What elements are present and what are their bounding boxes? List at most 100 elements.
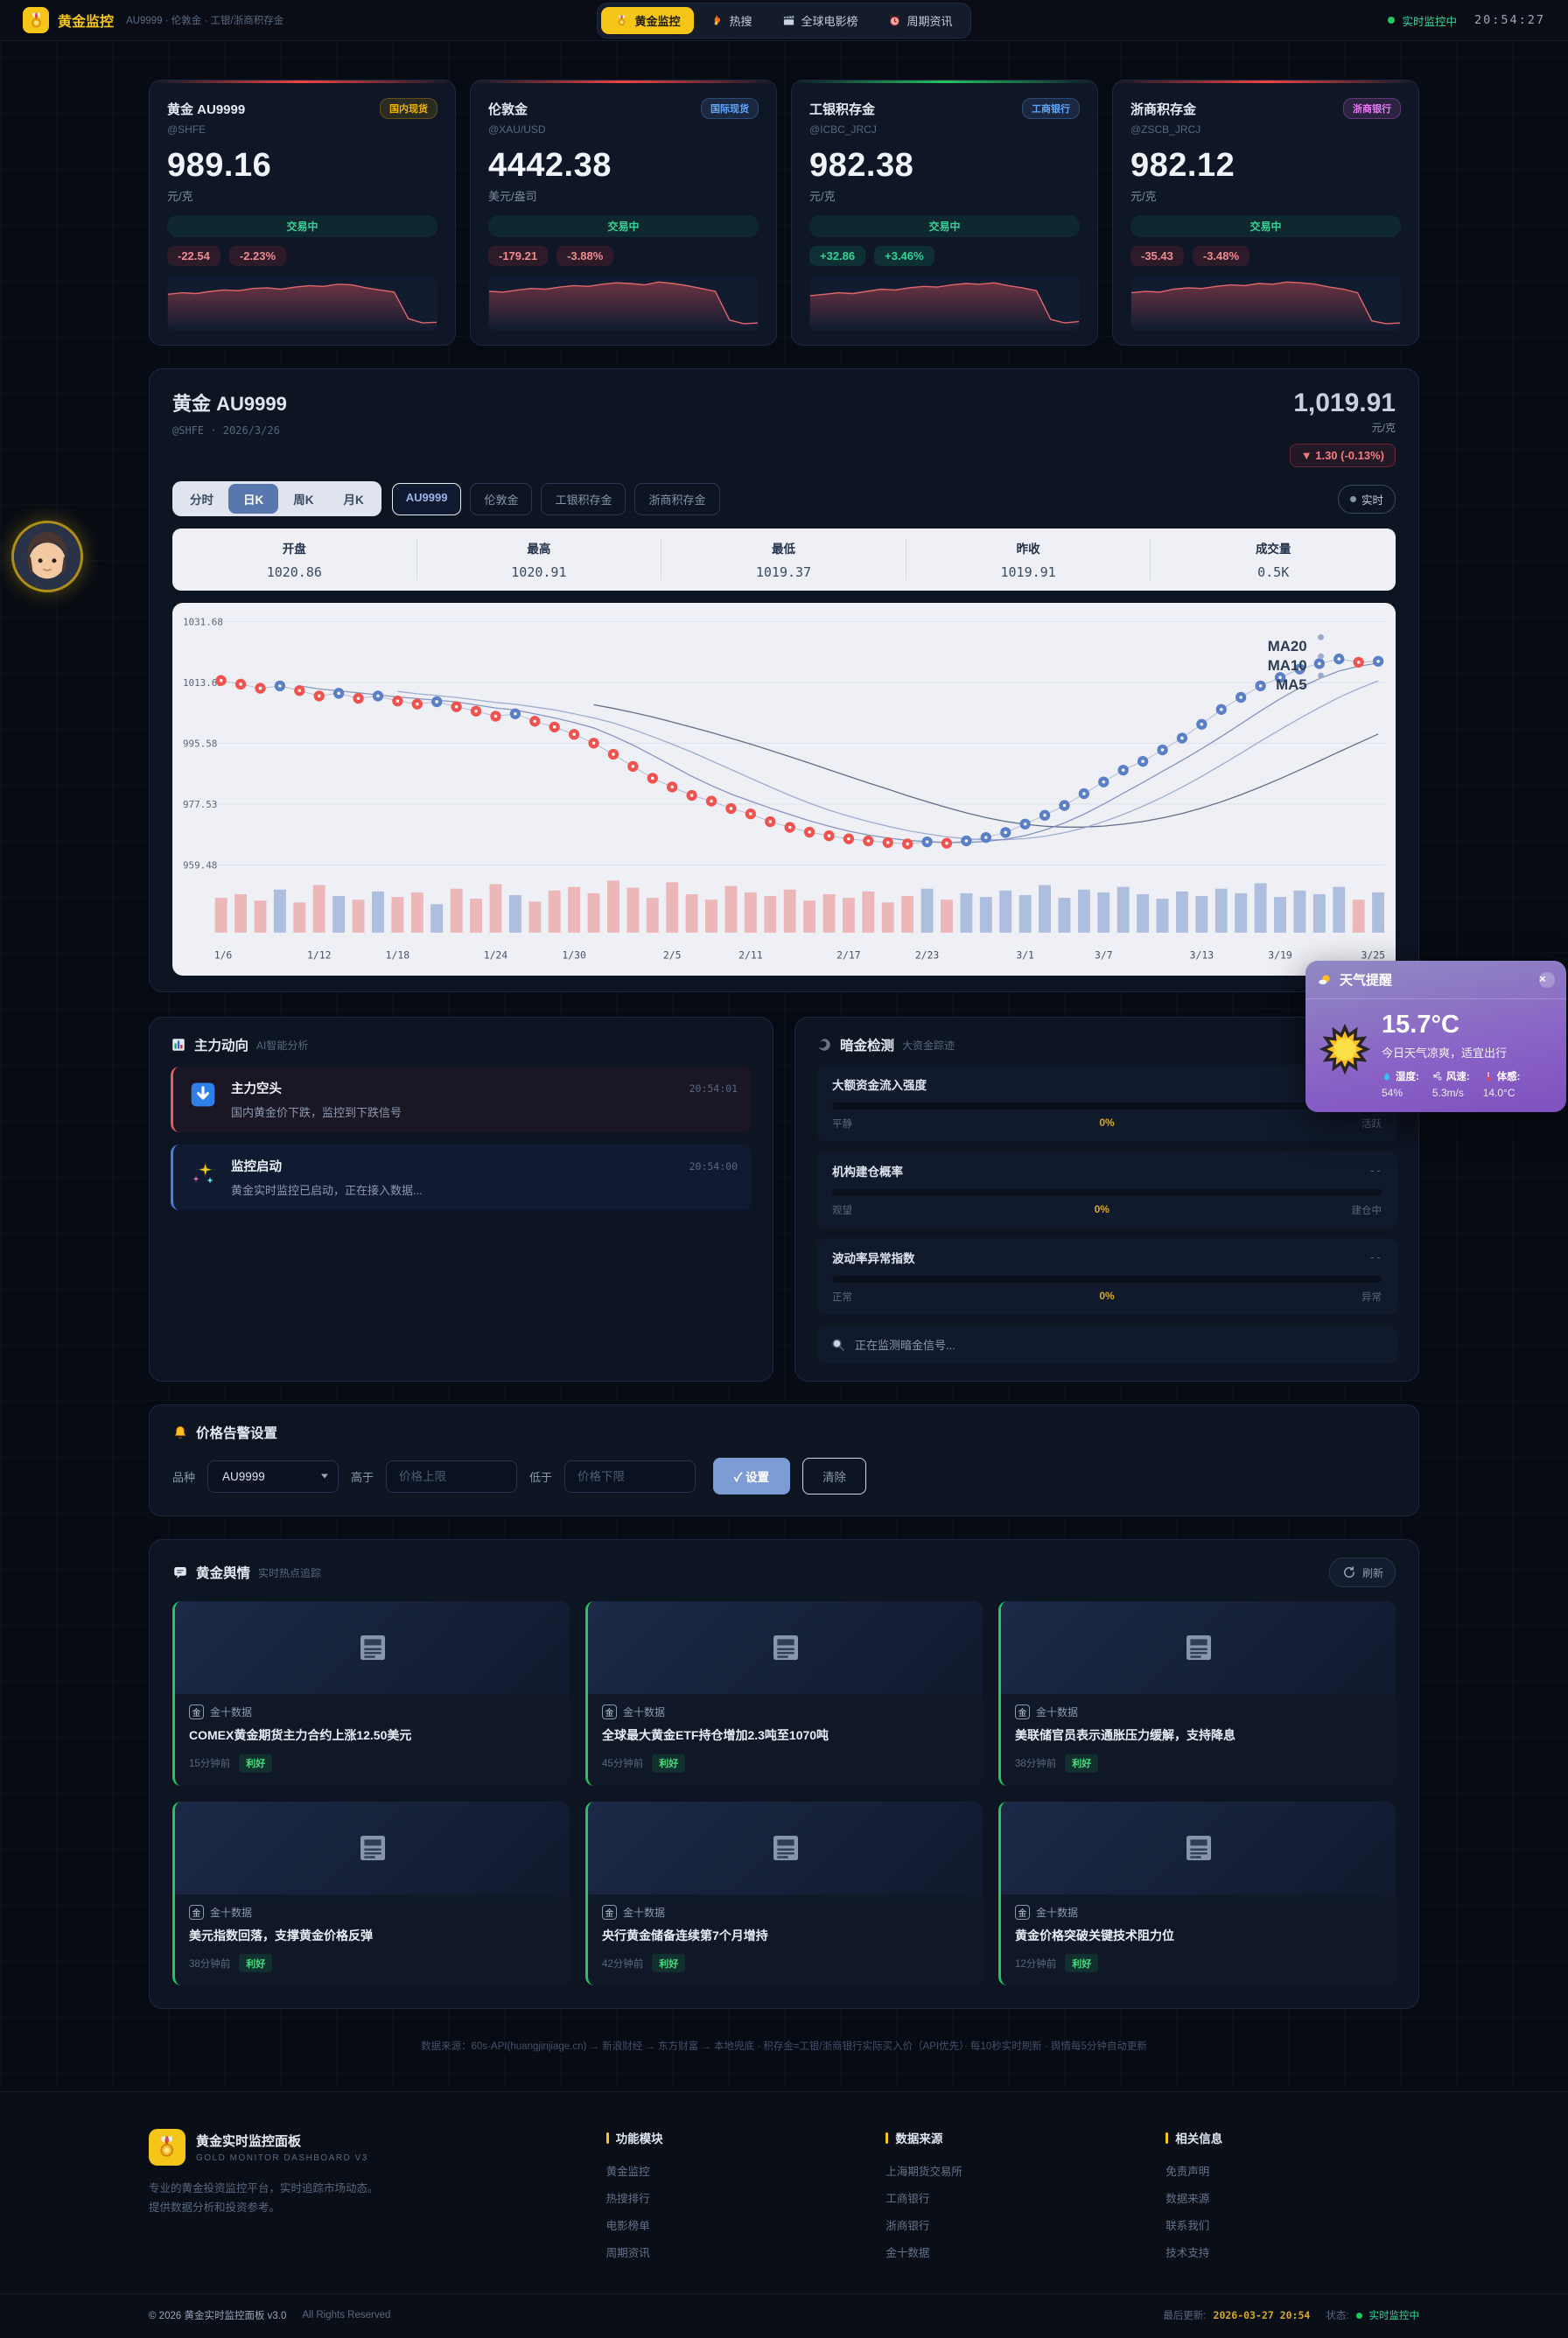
svg-text:3/7: 3/7 <box>1095 949 1113 962</box>
news-card[interactable]: 金金十数据 全球最大黄金ETF持仓增加2.3吨至1070吨 45分钟前 利好 <box>585 1601 983 1786</box>
footer-link[interactable]: 工商银行 <box>886 2193 930 2206</box>
symbol-tab-浙商积存金[interactable]: 浙商积存金 <box>634 482 720 515</box>
nav-tab-gold[interactable]: 黄金监控 <box>601 6 695 34</box>
symbol-tab-工银积存金[interactable]: 工银积存金 <box>541 482 626 515</box>
live-label: 实时 <box>1361 494 1383 507</box>
price-unit: 元/克 <box>1371 422 1396 434</box>
market-status-bar: 交易中 <box>1130 215 1401 237</box>
period-tab-分时[interactable]: 分时 <box>190 494 214 507</box>
market-status-bar: 交易中 <box>809 215 1080 237</box>
news-time: 15分钟前 <box>189 1759 231 1770</box>
svg-text:MA5: MA5 <box>1276 676 1307 693</box>
metric-percent: 0% <box>1094 1203 1110 1215</box>
symbol-tab-伦敦金[interactable]: 伦敦金 <box>470 482 533 515</box>
symbol-tab-AU9999[interactable]: AU9999 <box>391 482 462 515</box>
chart-toolbar: 分时 日K 周K 月K AU9999 伦敦金 工银积存金 浙商积存金 实时 <box>172 481 1396 516</box>
card-source: @ZSCB_JRCJ <box>1130 123 1201 136</box>
footer-link[interactable]: 浙商银行 <box>886 2220 930 2233</box>
footer-link[interactable]: 联系我们 <box>1166 2220 1210 2233</box>
footer: 黄金实时监控面板 GOLD MONITOR DASHBOARD V3 专业的黄金… <box>0 2091 1568 2338</box>
news-image-placeholder <box>588 1801 983 1894</box>
lower-price-input[interactable] <box>564 1460 696 1493</box>
footer-brand-sub: GOLD MONITOR DASHBOARD V3 <box>196 2153 368 2164</box>
news-sentiment-badge: 利好 <box>1065 1754 1099 1773</box>
news-card[interactable]: 金金十数据 美元指数回落，支撑黄金价格反弹 38分钟前 利好 <box>172 1801 570 1986</box>
close-icon[interactable]: × <box>1539 971 1555 988</box>
change-value: -179.21 <box>488 246 549 266</box>
symbol-label: 品种 <box>172 1470 196 1484</box>
news-grid: 金金十数据 COMEX黄金期货主力合约上涨12.50美元 15分钟前 利好金金十数据全… <box>172 1601 1396 1986</box>
footer-link[interactable]: 电影榜单 <box>606 2220 650 2233</box>
clear-alert-button[interactable]: 清除 <box>802 1458 867 1494</box>
medal-icon <box>154 2134 179 2160</box>
navbar-status: 实时监控中 20:54:27 <box>971 12 1545 29</box>
footer-link[interactable]: 热搜排行 <box>606 2193 650 2206</box>
signal-desc: 国内黄金价下跌，监控到下跌信号 <box>231 1106 402 1119</box>
card-badge: 国内现货 <box>380 98 438 119</box>
set-alert-button[interactable]: ✓ 设置 <box>713 1458 791 1494</box>
newspaper-icon <box>354 1830 391 1866</box>
newspaper-icon <box>1180 1629 1217 1666</box>
gold-coin-icon: 金 <box>602 1704 617 1719</box>
news-headline: 央行黄金储备连续第7个月增持 <box>602 1928 768 1942</box>
news-source: 金十数据 <box>210 1906 253 1919</box>
alert-title: 价格告警设置 <box>196 1426 278 1441</box>
period-tab-日K[interactable]: 日K <box>228 484 279 514</box>
news-time: 45分钟前 <box>602 1759 644 1770</box>
period-tab-月K[interactable]: 月K <box>343 494 364 507</box>
app-logo <box>23 7 49 33</box>
footer-column-title: 功能模块 <box>606 2129 860 2146</box>
nav-tab-cycle[interactable]: 周期资讯 <box>874 7 967 34</box>
footer-link[interactable]: 上海期货交易所 <box>886 2166 962 2179</box>
news-card[interactable]: 金金十数据 央行黄金储备连续第7个月增持 42分钟前 利好 <box>585 1801 983 1986</box>
svg-text:3/13: 3/13 <box>1190 949 1214 962</box>
status-dot <box>1388 17 1396 24</box>
gold-coin-icon: 金 <box>189 1904 204 1920</box>
news-card[interactable]: 金金十数据 COMEX黄金期货主力合约上涨12.50美元 15分钟前 利好 <box>172 1601 570 1786</box>
footer-link[interactable]: 技术支持 <box>1166 2247 1210 2260</box>
news-card[interactable]: 金金十数据 黄金价格突破关键技术阻力位 12分钟前 利好 <box>998 1801 1396 1986</box>
footer-link[interactable]: 免责声明 <box>1166 2166 1210 2179</box>
footer-link[interactable]: 黄金监控 <box>606 2166 650 2179</box>
card-accent-line <box>1113 80 1418 83</box>
symbol-select[interactable]: AU9999 <box>207 1460 340 1493</box>
period-tab-周K[interactable]: 周K <box>293 494 314 507</box>
upper-price-input[interactable] <box>386 1460 518 1493</box>
ohlc-cell: 成交量 0.5K <box>1151 539 1396 580</box>
weather-popup: 天气提醒 × 15.7°C 今日天气凉爽，适宜出行 湿度: 54% 风速: 5.3m/… <box>1306 961 1566 1112</box>
refresh-button[interactable]: 刷新 <box>1328 1558 1396 1587</box>
news-image-placeholder <box>175 1801 570 1894</box>
svg-text:2/11: 2/11 <box>738 949 763 962</box>
news-time: 12分钟前 <box>1015 1958 1057 1970</box>
card-name: 工银积存金 <box>809 102 876 117</box>
footer-link[interactable]: 周期资讯 <box>606 2247 650 2260</box>
svg-text:1/30: 1/30 <box>562 949 586 962</box>
news-sentiment-badge: 利好 <box>1065 1954 1099 1973</box>
news-time: 38分钟前 <box>1015 1759 1057 1770</box>
copyright: © 2026 黄金实时监控面板 v3.0 <box>149 2311 287 2322</box>
footer-column-title: 数据来源 <box>886 2129 1139 2146</box>
assistant-avatar[interactable] <box>14 523 80 590</box>
sparkline-chart <box>809 276 1080 331</box>
nav-tab-hot[interactable]: 热搜 <box>696 7 766 34</box>
news-source: 金十数据 <box>1036 1906 1079 1919</box>
footer-link[interactable]: 数据来源 <box>1166 2193 1210 2206</box>
weather-temp: 15.7°C <box>1382 1011 1460 1039</box>
metric-progress-bar <box>832 1189 1382 1196</box>
panel-subtitle: 大资金踪迹 <box>902 1039 956 1052</box>
rights: All Rights Reserved <box>302 2310 391 2321</box>
news-sentiment-badge: 利好 <box>239 1954 273 1973</box>
app-subtitle: AU9999 · 伦敦金 · 工银/浙商积存金 <box>126 16 284 26</box>
svg-text:1/12: 1/12 <box>307 949 331 962</box>
card-badge: 浙商银行 <box>1343 98 1401 119</box>
top-navbar: 黄金监控 AU9999 · 伦敦金 · 工银/浙商积存金 黄金监控 热搜 全球电影榜… <box>0 0 1568 41</box>
nav-tab-movies[interactable]: 全球电影榜 <box>768 7 872 34</box>
ohlc-cell: 最高 1020.91 <box>417 539 662 580</box>
news-card[interactable]: 金金十数据 美联储官员表示通胀压力缓解，支持降息 38分钟前 利好 <box>998 1601 1396 1786</box>
weather-stat: 湿度: 54% <box>1382 1069 1419 1099</box>
clock-icon <box>888 14 901 27</box>
news-time: 42分钟前 <box>602 1958 644 1970</box>
footer-link[interactable]: 金十数据 <box>886 2247 930 2260</box>
candlestick-chart[interactable]: 1031.68 1013.63 995.58 977.53 959.48 MA20 MA10… <box>179 612 1389 972</box>
